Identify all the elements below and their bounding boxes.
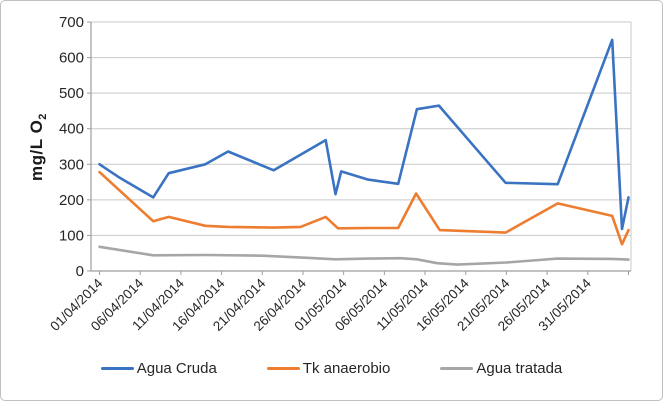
y-tick-label: 300 — [59, 156, 84, 173]
y-axis-title-text: mg/L O — [26, 119, 46, 181]
y-tick-label: 700 — [59, 14, 84, 31]
y-tick-label: 0 — [76, 263, 84, 280]
y-tick-label: 500 — [59, 85, 84, 102]
legend-item-agua-tratada: Agua tratada — [440, 360, 562, 377]
legend-item-tk-anaerobio: Tk anaerobio — [266, 360, 391, 377]
y-tick-label: 200 — [59, 192, 84, 209]
legend-label-agua-tratada: Agua tratada — [476, 360, 563, 377]
legend-item-agua-cruda: Agua Cruda — [100, 360, 217, 377]
legend: Agua Cruda Tk anaerobio Agua tratada — [1, 360, 662, 377]
legend-swatch-agua-cruda — [100, 367, 134, 370]
y-axis-title: mg/L O2 — [27, 113, 49, 181]
legend-swatch-tk-anaerobio — [266, 367, 300, 370]
series-line-tk-anaerobio — [98, 170, 630, 246]
series-line-agua-tratada — [98, 245, 630, 266]
legend-label-tk-anaerobio: Tk anaerobio — [302, 360, 391, 377]
y-axis-title-subscript: 2 — [37, 113, 50, 120]
y-tick-label: 100 — [59, 227, 84, 244]
y-tick-label: 600 — [59, 50, 84, 67]
legend-label-agua-cruda: Agua Cruda — [136, 360, 217, 377]
y-tick-label: 400 — [59, 121, 84, 138]
legend-swatch-agua-tratada — [440, 367, 474, 370]
series-line-agua-cruda — [98, 38, 630, 231]
